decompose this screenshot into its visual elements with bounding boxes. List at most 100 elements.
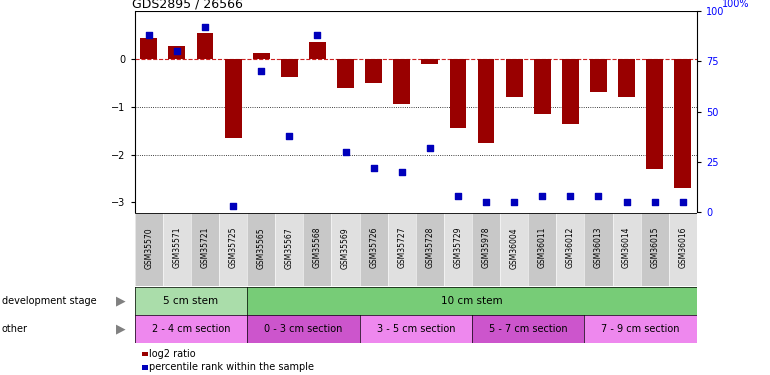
Text: ▶: ▶ [116,294,126,307]
Bar [247,287,697,315]
Bar [360,213,388,286]
Text: GSM36004: GSM36004 [510,227,519,268]
Bar [584,315,697,343]
Bar [506,59,523,97]
Point [508,199,521,205]
Text: 3 - 5 cm section: 3 - 5 cm section [377,324,455,334]
Bar [562,59,579,123]
Text: GSM35570: GSM35570 [144,227,153,268]
Bar [191,213,219,286]
Bar [360,315,472,343]
Text: 0 - 3 cm section: 0 - 3 cm section [264,324,343,334]
Text: GSM35729: GSM35729 [454,227,463,268]
Text: GSM35978: GSM35978 [481,227,490,268]
Point [396,169,408,175]
Text: GSM36011: GSM36011 [537,227,547,268]
Point [648,199,661,205]
Bar [556,213,584,286]
Point [677,199,689,205]
Bar [618,59,635,97]
Bar [472,315,584,343]
Point [536,193,548,199]
Point [367,165,380,171]
Bar [477,59,494,142]
Text: 10 cm stem: 10 cm stem [441,296,503,306]
Bar [337,59,354,88]
Bar [500,213,528,286]
Bar [276,213,303,286]
Bar [528,213,556,286]
Bar [196,33,213,59]
Point [480,199,492,205]
Bar [641,213,669,286]
Text: 7 - 9 cm section: 7 - 9 cm section [601,324,680,334]
Point [452,193,464,199]
Bar [303,213,331,286]
Point [424,145,436,151]
Text: GSM35569: GSM35569 [341,227,350,268]
Text: development stage: development stage [2,296,96,306]
Bar [584,213,613,286]
Bar [675,59,691,188]
Text: other: other [2,324,28,334]
Bar [247,213,276,286]
Bar [225,59,242,138]
Y-axis label: 100%: 100% [722,0,750,9]
Text: GSM35725: GSM35725 [229,227,238,268]
Bar [444,213,472,286]
Text: GDS2895 / 26566: GDS2895 / 26566 [132,0,243,10]
Bar [135,287,247,315]
Bar [472,213,500,286]
Text: GSM36015: GSM36015 [650,227,659,268]
Bar [388,213,416,286]
Text: GSM36012: GSM36012 [566,227,575,268]
Point [142,32,155,38]
Bar [365,59,382,83]
Bar [534,59,551,114]
Text: GSM36014: GSM36014 [622,227,631,268]
Text: 5 - 7 cm section: 5 - 7 cm section [489,324,567,334]
Bar [281,59,298,77]
Text: GSM36016: GSM36016 [678,227,688,268]
Text: GSM35568: GSM35568 [313,227,322,268]
Text: GSM35721: GSM35721 [200,227,209,268]
Bar [331,213,360,286]
Bar [421,59,438,64]
Point [255,68,267,74]
Bar [253,53,270,59]
Text: GSM35567: GSM35567 [285,227,294,268]
Text: log2 ratio: log2 ratio [149,349,196,359]
Text: GSM35565: GSM35565 [256,227,266,268]
Point [311,32,323,38]
Text: ▶: ▶ [116,322,126,336]
Bar [219,213,247,286]
Text: GSM35728: GSM35728 [425,227,434,268]
Point [621,199,633,205]
Bar [590,59,607,93]
Bar [163,213,191,286]
Bar [646,59,663,169]
Bar [247,315,360,343]
Bar [140,38,157,59]
Bar [135,213,163,286]
Text: GSM35727: GSM35727 [397,227,407,268]
Bar [169,46,186,59]
Bar [613,213,641,286]
Bar [450,59,467,128]
Point [592,193,604,199]
Point [227,203,239,209]
Text: GSM35571: GSM35571 [172,227,182,268]
Text: GSM36013: GSM36013 [594,227,603,268]
Bar [309,42,326,59]
Point [564,193,577,199]
Point [283,133,296,139]
Point [340,148,352,154]
Text: percentile rank within the sample: percentile rank within the sample [149,362,314,372]
Text: GSM35726: GSM35726 [369,227,378,268]
Bar [135,315,247,343]
Point [199,24,211,30]
Point [171,48,183,54]
Bar [669,213,697,286]
Bar [393,59,410,104]
Bar [416,213,444,286]
